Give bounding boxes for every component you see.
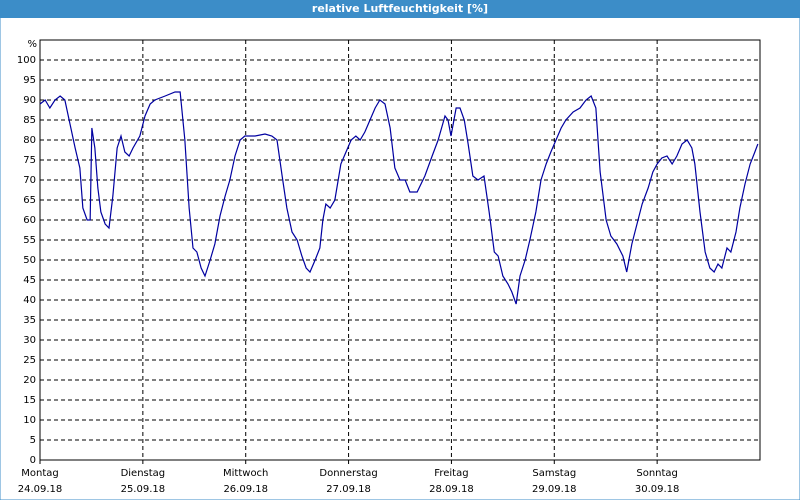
title-bar xyxy=(0,0,800,18)
x-tick-date: 26.09.18 xyxy=(223,484,268,495)
x-tick-date: 30.09.18 xyxy=(635,484,680,495)
x-tick-date: 29.09.18 xyxy=(532,484,577,495)
x-tick-date: 24.09.18 xyxy=(18,484,63,495)
x-tick-label: Freitag xyxy=(434,468,468,479)
y-tick-label: 10 xyxy=(23,415,36,426)
y-tick-label: 80 xyxy=(23,135,36,146)
y-tick-label: 85 xyxy=(23,115,36,126)
y-tick-label: 20 xyxy=(23,375,36,386)
data-line xyxy=(39,91,759,305)
x-tick-label: Donnerstag xyxy=(319,468,377,479)
y-tick-label: 75 xyxy=(23,155,36,166)
plot-frame xyxy=(39,39,761,461)
x-tick-date: 25.09.18 xyxy=(121,484,166,495)
y-tick-label: 55 xyxy=(23,235,36,246)
x-tick-label: Montag xyxy=(21,468,58,479)
y-tick-label: 0 xyxy=(30,455,36,466)
y-tick-label: 60 xyxy=(23,215,36,226)
chart-title: relative Luftfeuchtigkeit [%] xyxy=(312,2,488,15)
x-tick-label: Sonntag xyxy=(636,468,678,479)
x-tick-label: Dienstag xyxy=(121,468,166,479)
y-axis-label: % xyxy=(27,39,37,50)
y-tick-label: 50 xyxy=(23,255,36,266)
x-tick-date: 27.09.18 xyxy=(326,484,371,495)
y-tick-label: 45 xyxy=(23,275,36,286)
y-tick-label: 25 xyxy=(23,355,36,366)
y-tick-label: 100 xyxy=(17,55,36,66)
y-tick-label: 95 xyxy=(23,75,36,86)
x-tick-date: 28.09.18 xyxy=(429,484,474,495)
y-tick-label: 65 xyxy=(23,195,36,206)
y-tick-label: 70 xyxy=(23,175,36,186)
x-tick-label: Mittwoch xyxy=(223,468,268,479)
y-tick-label: 30 xyxy=(23,335,36,346)
y-tick-label: 40 xyxy=(23,295,36,306)
y-tick-label: 5 xyxy=(30,435,36,446)
x-tick-label: Samstag xyxy=(532,468,576,479)
y-tick-label: 35 xyxy=(23,315,36,326)
y-tick-label: 90 xyxy=(23,95,36,106)
y-tick-label: 15 xyxy=(23,395,36,406)
